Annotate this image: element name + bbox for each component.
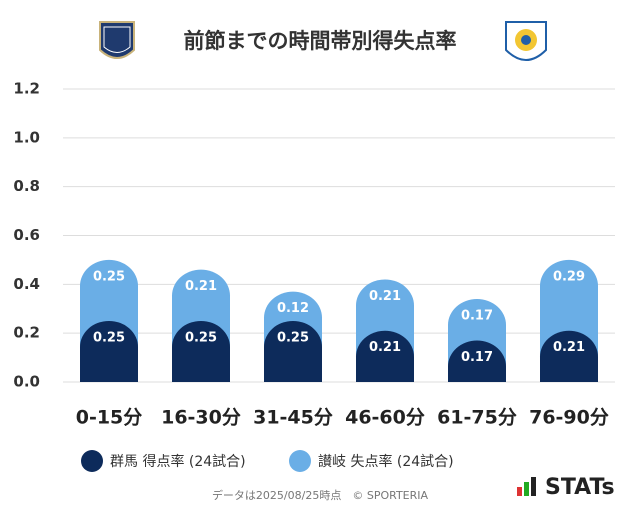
- footer: データは2025/08/25時点 © SPORTERIA: [212, 488, 429, 502]
- legend-swatch: [289, 450, 311, 472]
- bar-segment: [540, 330, 598, 382]
- home-logo: [99, 21, 135, 59]
- y-tick-label: 0.6: [13, 226, 40, 244]
- y-tick-label: 1.0: [13, 128, 40, 146]
- y-tick-label: 0.2: [13, 324, 40, 342]
- y-tick-label: 0.8: [13, 177, 40, 195]
- legend-label: 讃岐 失点率 (24試合): [318, 453, 454, 470]
- legend-swatch: [81, 450, 103, 472]
- value-label: 0.29: [553, 269, 585, 284]
- bar-segment: [356, 330, 414, 382]
- value-label: 0.12: [277, 301, 309, 316]
- x-tick-label: 16-30分: [161, 407, 241, 429]
- bar-segment: [264, 320, 322, 382]
- value-label: 0.21: [553, 340, 585, 355]
- bar-segment: [80, 320, 138, 382]
- bar-segment: [448, 340, 506, 382]
- y-tick-label: 1.2: [13, 80, 40, 98]
- y-tick-label: 0.4: [13, 275, 40, 293]
- bar-segment: [540, 259, 598, 357]
- bar-segment: [172, 320, 230, 382]
- x-tick-label: 0-15分: [76, 407, 143, 429]
- value-label: 0.25: [93, 269, 125, 284]
- value-label: 0.17: [461, 350, 493, 365]
- x-tick-label: 46-60分: [345, 407, 425, 429]
- brand-icon: [517, 477, 536, 496]
- x-tick-label: 76-90分: [529, 407, 609, 429]
- away-logo: [505, 21, 547, 61]
- legend-label: 群馬 得点率 (24試合): [110, 453, 246, 470]
- y-tick-label: 0.0: [13, 373, 40, 391]
- brand: STATs: [545, 475, 615, 500]
- value-label: 0.17: [461, 308, 493, 323]
- value-label: 0.25: [277, 330, 309, 345]
- value-label: 0.25: [93, 330, 125, 345]
- value-label: 0.21: [369, 340, 401, 355]
- value-label: 0.21: [369, 289, 401, 304]
- chart-title: 前節までの時間帯別得失点率: [184, 29, 457, 53]
- value-label: 0.25: [185, 330, 217, 345]
- grid: [63, 88, 615, 383]
- value-label: 0.21: [185, 279, 217, 294]
- x-tick-label: 61-75分: [437, 407, 517, 429]
- x-tick-label: 31-45分: [253, 407, 333, 429]
